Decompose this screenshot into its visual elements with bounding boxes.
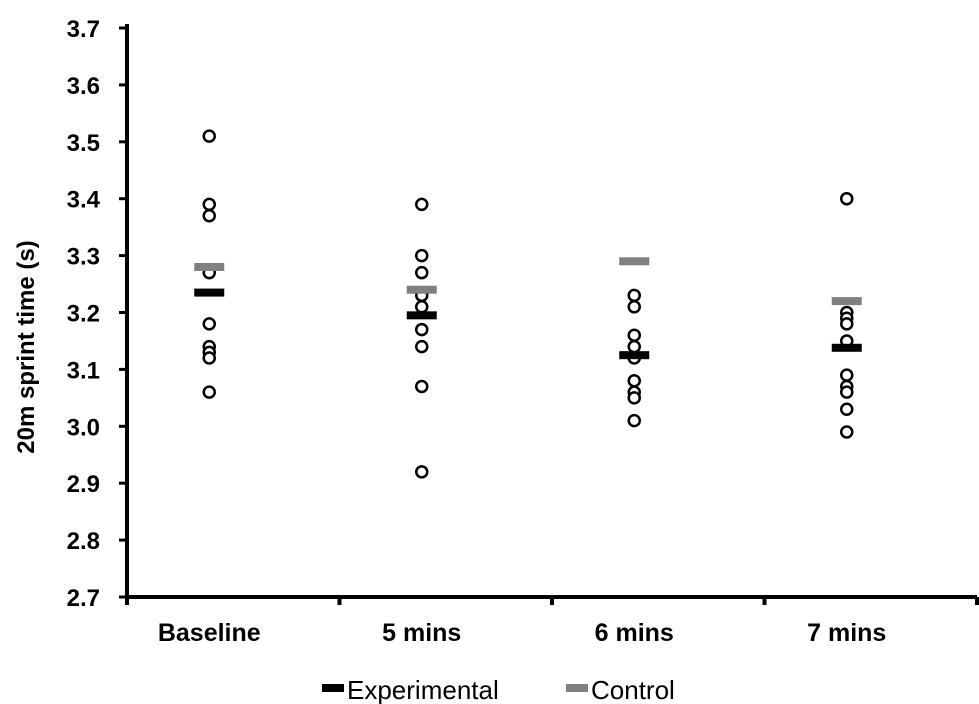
data-points xyxy=(202,129,854,479)
y-axis-title-group: 20m sprint time (s) xyxy=(13,240,40,453)
data-point xyxy=(202,385,216,399)
data-point xyxy=(627,288,641,303)
mean-marker-experimental xyxy=(406,311,437,320)
data-point xyxy=(840,385,854,399)
y-tick-label: 2.9 xyxy=(67,471,100,498)
y-tick-label: 3.1 xyxy=(67,357,100,384)
mean-markers xyxy=(194,257,862,360)
x-category-label: 7 mins xyxy=(807,619,886,647)
legend-swatch-experimental xyxy=(322,684,344,692)
x-categories: Baseline 5 mins 6 mins 7 mins xyxy=(125,597,979,647)
mean-marker-control xyxy=(619,257,650,266)
data-point xyxy=(415,339,429,354)
legend: Experimental Control xyxy=(322,675,675,704)
mean-marker-experimental xyxy=(619,351,650,360)
data-point xyxy=(627,339,641,354)
data-point xyxy=(840,317,854,331)
y-tick-label: 2.8 xyxy=(67,528,100,555)
legend-swatch-control xyxy=(566,684,588,692)
data-point xyxy=(840,191,854,206)
data-point xyxy=(415,248,429,263)
y-tick-label: 3.7 xyxy=(67,16,100,43)
y-tick-label: 3.5 xyxy=(67,130,100,157)
data-point xyxy=(415,300,429,314)
data-point xyxy=(415,265,429,280)
mean-marker-control xyxy=(831,297,862,306)
y-tick-label: 3.3 xyxy=(67,244,100,271)
y-tick-label: 2.7 xyxy=(67,585,100,612)
legend-label: Experimental xyxy=(347,675,499,704)
data-point xyxy=(415,465,429,479)
mean-marker-experimental xyxy=(194,288,225,297)
mean-marker-experimental xyxy=(831,343,862,352)
y-axis-title: 20m sprint time (s) xyxy=(13,240,40,453)
y-tick-label: 3.6 xyxy=(67,73,100,100)
y-tick-label: 3.4 xyxy=(67,187,101,214)
data-point xyxy=(840,368,854,382)
data-point xyxy=(202,351,216,365)
data-point xyxy=(627,374,641,388)
data-point xyxy=(627,328,641,343)
mean-marker-control xyxy=(194,262,225,271)
data-point xyxy=(627,300,641,314)
data-point xyxy=(415,379,429,394)
x-category-label: Baseline xyxy=(158,619,261,647)
data-point xyxy=(202,129,216,143)
data-point xyxy=(415,197,429,212)
data-point xyxy=(840,425,854,439)
y-tick-label: 3.0 xyxy=(67,414,100,441)
x-category-label: 5 mins xyxy=(382,619,461,647)
data-point xyxy=(202,197,216,212)
mean-marker-control xyxy=(406,285,437,294)
data-point xyxy=(627,413,641,428)
data-point xyxy=(627,391,641,405)
y-ticks: 2.7 2.8 2.9 3.0 3.1 3.2 3.3 3.4 3.5 3.6 3.7 xyxy=(67,16,127,612)
data-point xyxy=(202,317,216,331)
data-point xyxy=(840,402,854,416)
x-category-label: 6 mins xyxy=(595,619,674,647)
data-point xyxy=(202,209,216,223)
data-point xyxy=(415,322,429,337)
legend-label: Control xyxy=(591,675,675,704)
y-tick-label: 3.2 xyxy=(67,301,100,328)
